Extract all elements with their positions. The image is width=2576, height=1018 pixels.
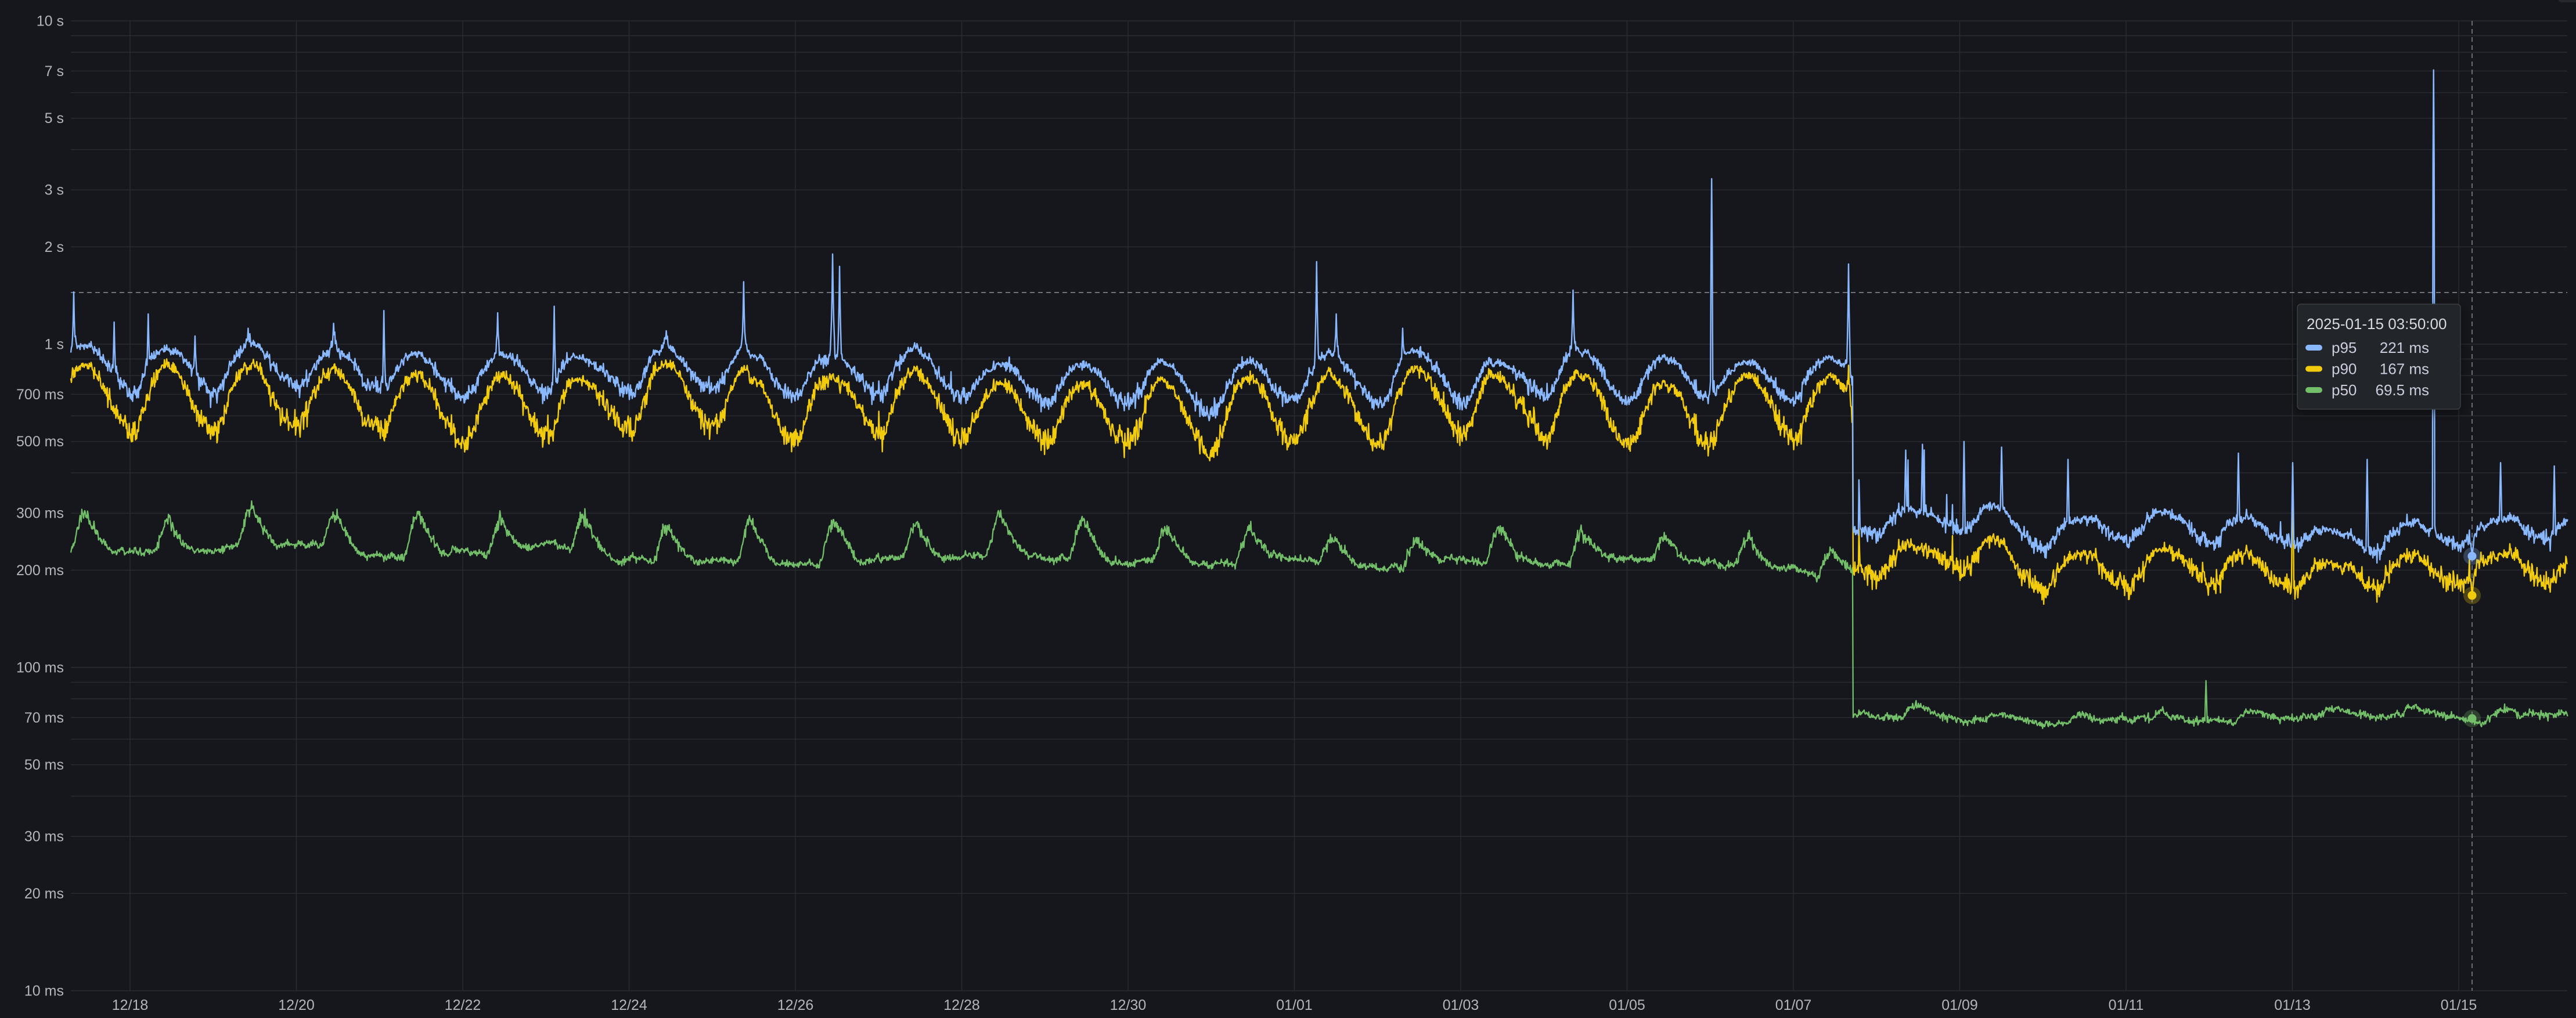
svg-text:10 s: 10 s: [37, 13, 64, 30]
svg-text:7 s: 7 s: [45, 63, 64, 80]
svg-text:3 s: 3 s: [45, 182, 64, 198]
svg-text:p50: p50: [2332, 381, 2357, 399]
svg-text:01/15: 01/15: [2441, 997, 2477, 1013]
svg-text:50 ms: 50 ms: [24, 757, 64, 773]
svg-text:12/24: 12/24: [611, 997, 647, 1013]
svg-text:12/22: 12/22: [445, 997, 481, 1013]
svg-text:30 ms: 30 ms: [24, 829, 64, 845]
svg-text:2 s: 2 s: [45, 239, 64, 255]
svg-text:12/18: 12/18: [112, 997, 149, 1013]
svg-text:01/05: 01/05: [1609, 997, 1645, 1013]
svg-text:20 ms: 20 ms: [24, 886, 64, 902]
svg-text:01/11: 01/11: [2109, 997, 2144, 1013]
svg-text:300 ms: 300 ms: [16, 506, 64, 522]
svg-text:221 ms: 221 ms: [2380, 339, 2429, 356]
svg-text:700 ms: 700 ms: [16, 387, 64, 403]
svg-text:01/13: 01/13: [2274, 997, 2311, 1013]
svg-text:70 ms: 70 ms: [24, 710, 64, 726]
svg-text:12/20: 12/20: [278, 997, 315, 1013]
svg-text:12/30: 12/30: [1110, 997, 1147, 1013]
svg-text:01/03: 01/03: [1443, 997, 1479, 1013]
svg-text:69.5 ms: 69.5 ms: [2376, 381, 2430, 399]
svg-text:p95: p95: [2332, 339, 2357, 356]
svg-text:12/26: 12/26: [777, 997, 814, 1013]
svg-text:01/09: 01/09: [1941, 997, 1978, 1013]
svg-text:200 ms: 200 ms: [16, 562, 64, 579]
svg-text:2025-01-15 03:50:00: 2025-01-15 03:50:00: [2307, 315, 2447, 333]
svg-text:500 ms: 500 ms: [16, 434, 64, 450]
svg-text:12/28: 12/28: [943, 997, 980, 1013]
svg-text:10 ms: 10 ms: [24, 983, 64, 999]
svg-text:01/01: 01/01: [1276, 997, 1313, 1013]
svg-text:167 ms: 167 ms: [2380, 360, 2429, 378]
svg-text:5 s: 5 s: [45, 110, 64, 127]
svg-text:01/07: 01/07: [1775, 997, 1812, 1013]
svg-text:100 ms: 100 ms: [16, 660, 64, 676]
svg-text:1 s: 1 s: [45, 337, 64, 353]
svg-text:p90: p90: [2332, 360, 2357, 378]
